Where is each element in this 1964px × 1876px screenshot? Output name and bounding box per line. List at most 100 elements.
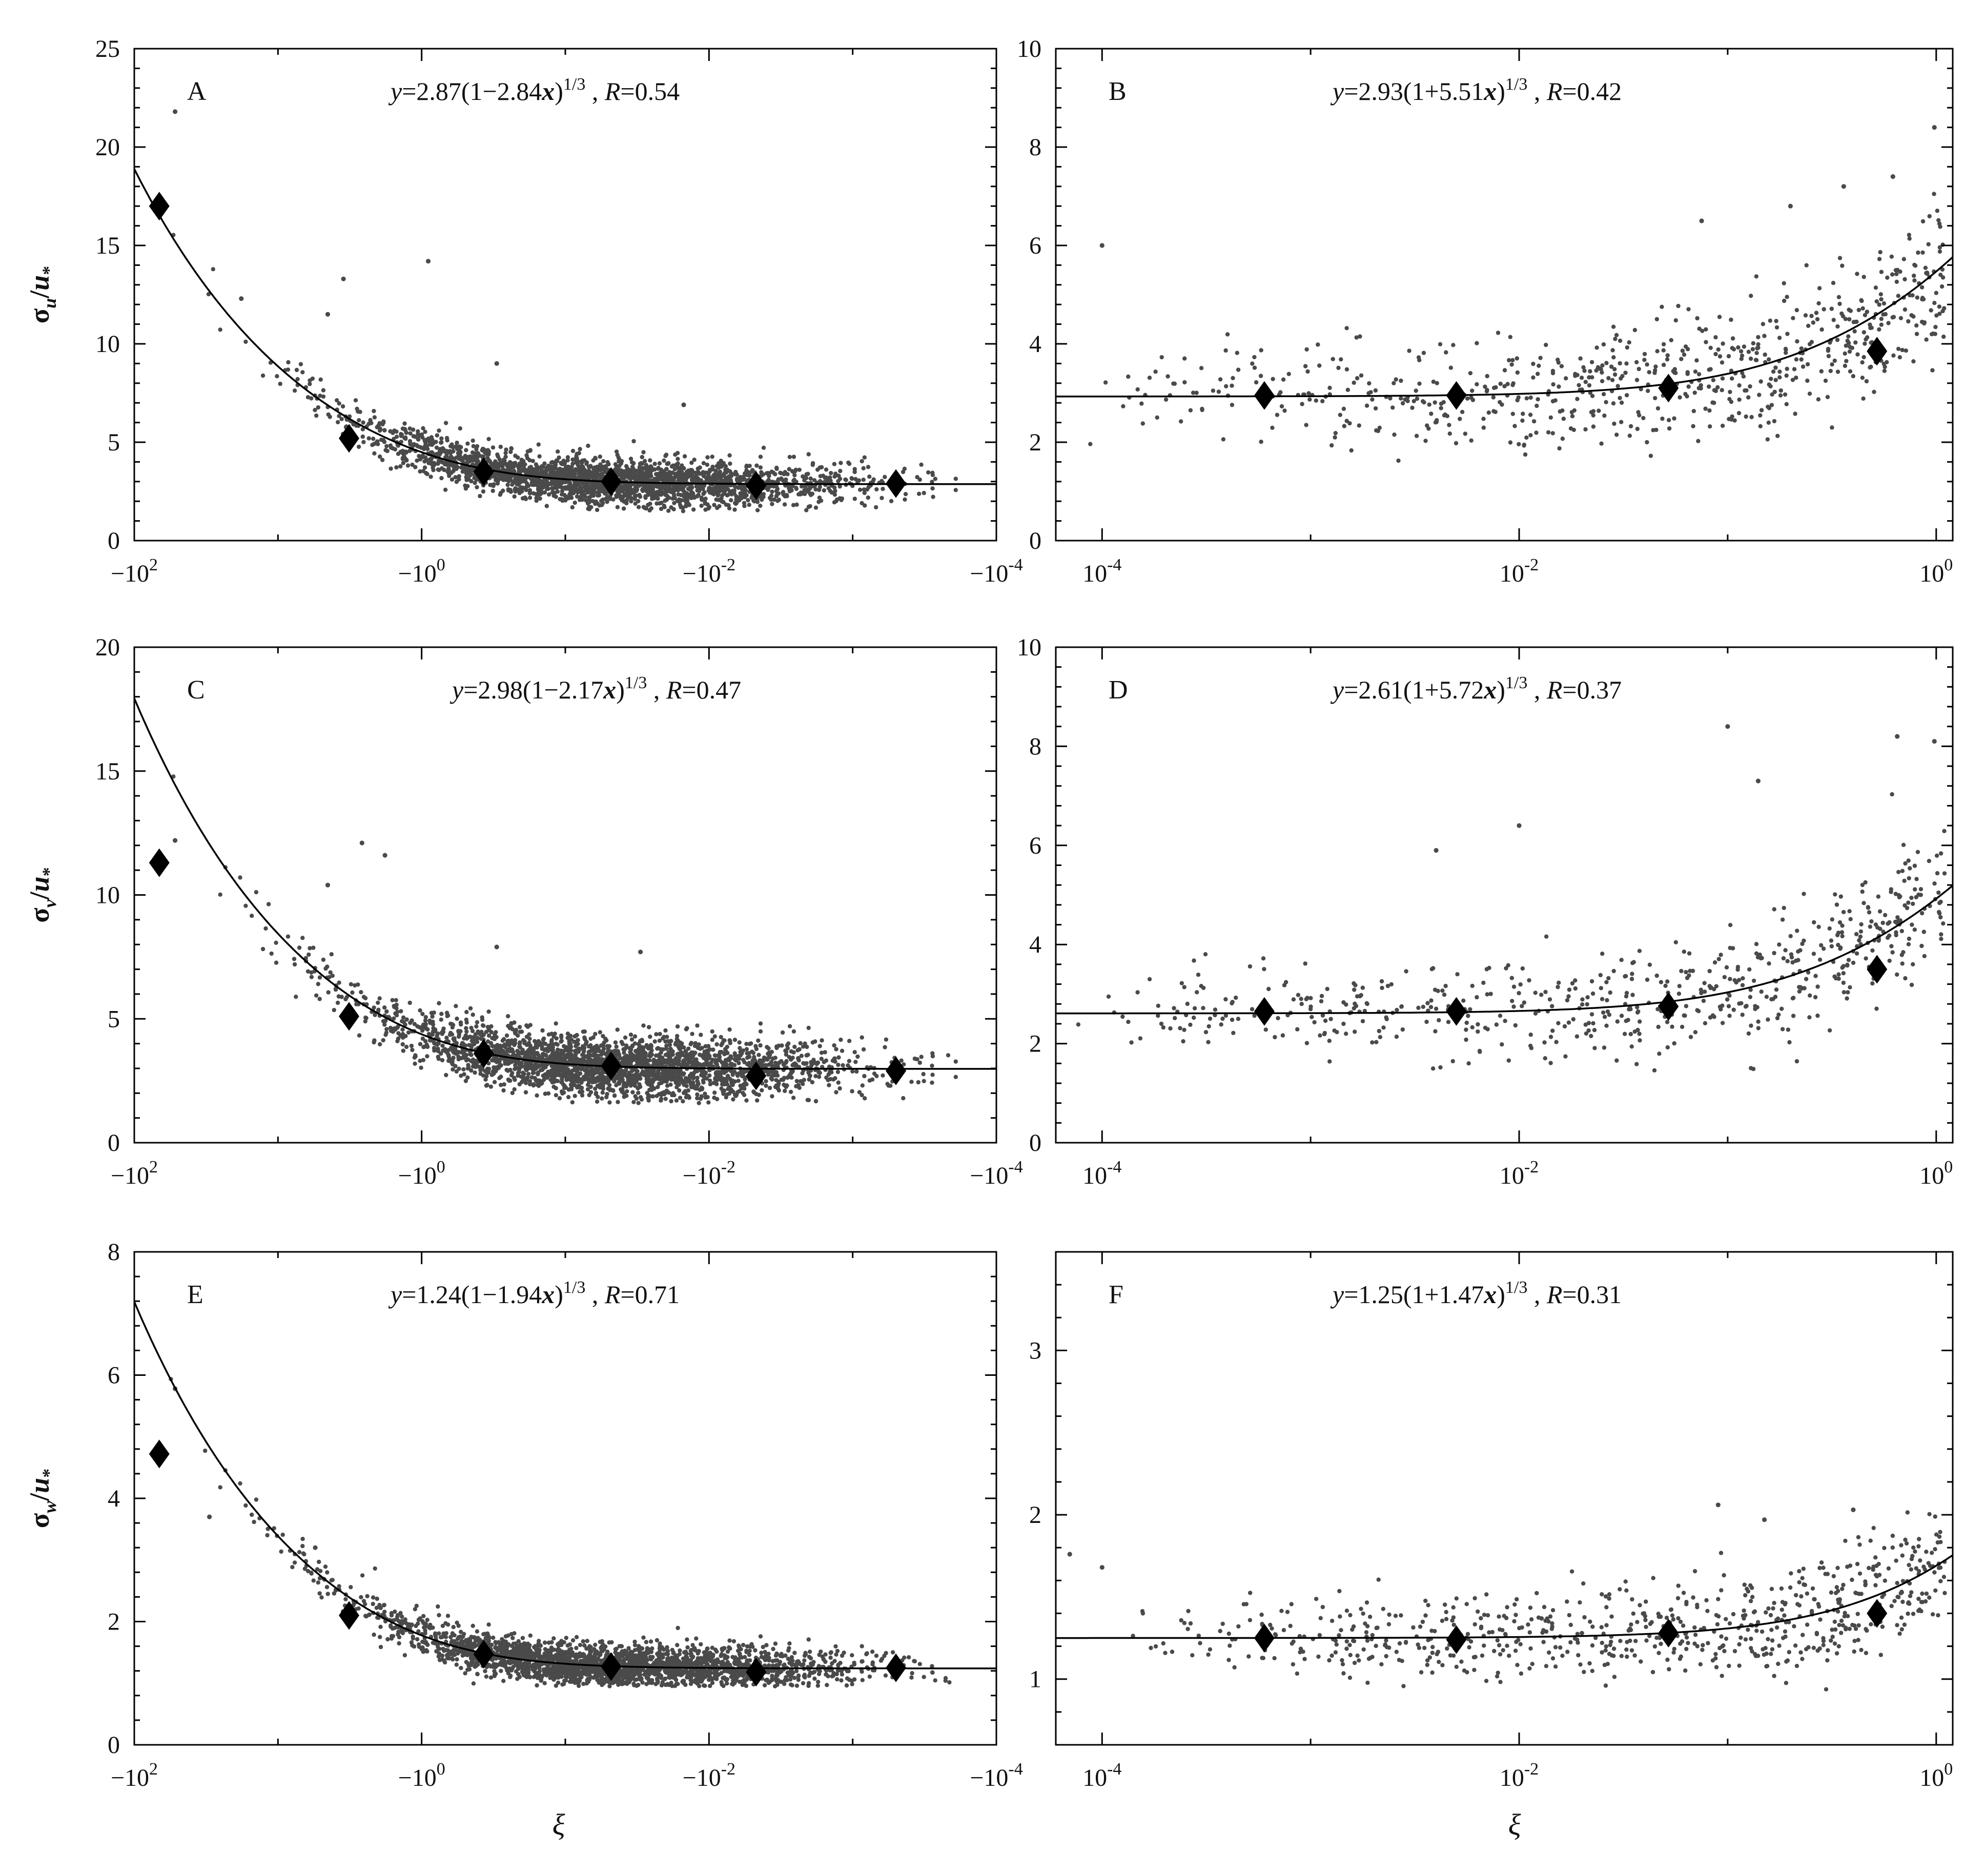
scatter-point — [646, 503, 650, 507]
scatter-point — [616, 469, 621, 474]
scatter-point — [1763, 352, 1767, 357]
scatter-point — [585, 476, 589, 481]
scatter-point — [629, 476, 633, 480]
scatter-point — [686, 1046, 691, 1051]
scatter-point — [1538, 356, 1543, 360]
scatter-point — [1877, 302, 1881, 307]
scatter-point — [691, 491, 695, 496]
scatter-point — [647, 508, 652, 513]
scatter-point — [607, 1100, 612, 1105]
scatter-point — [375, 425, 379, 429]
scatter-point — [1561, 417, 1566, 421]
scatter-point — [577, 451, 582, 456]
scatter-point — [1694, 358, 1699, 363]
scatter-point — [1801, 364, 1806, 369]
scatter-point — [707, 1047, 712, 1052]
scatter-point — [1846, 341, 1851, 345]
scatter-point — [1737, 397, 1742, 402]
scatter-point — [1570, 414, 1575, 419]
scatter-point — [769, 469, 774, 474]
scatter-point — [1758, 424, 1763, 428]
scatter-point — [457, 477, 461, 482]
scatter-point — [736, 485, 741, 490]
scatter-point — [1768, 318, 1772, 323]
scatter-point — [309, 975, 314, 979]
scatter-point — [1399, 378, 1403, 383]
scatter-point — [1826, 346, 1831, 352]
scatter-point — [817, 496, 822, 500]
scatter-point — [1427, 402, 1431, 407]
scatter-point — [706, 1044, 711, 1048]
scatter-point — [1767, 357, 1771, 362]
scatter-point — [1465, 396, 1470, 401]
scatter-point — [810, 462, 815, 467]
scatter-point — [723, 478, 727, 483]
scatter-point — [575, 456, 579, 461]
scatter-point — [561, 479, 565, 484]
scatter-point — [624, 501, 629, 506]
bin-mean-marker — [1867, 337, 1888, 366]
scatter-point — [440, 1043, 445, 1048]
scatter-point — [594, 472, 599, 477]
scatter-point — [676, 484, 681, 488]
scatter-point — [1627, 340, 1631, 345]
scatter-point — [1850, 345, 1854, 351]
scatter-point — [1597, 408, 1601, 413]
scatter-point — [1647, 370, 1651, 375]
scatter-point — [360, 427, 365, 431]
scatter-point — [1807, 391, 1812, 396]
scatter-point — [802, 478, 807, 483]
scatter-point — [1336, 365, 1341, 370]
scatter-point — [1793, 411, 1797, 416]
scatter-point — [543, 479, 548, 484]
scatter-point — [1844, 343, 1848, 348]
scatter-point — [1693, 369, 1698, 374]
scatter-point — [602, 488, 607, 493]
scatter-point — [931, 494, 935, 499]
scatter-point — [1777, 336, 1782, 340]
scatter-point — [527, 458, 532, 463]
scatter-point — [378, 1042, 382, 1047]
scatter-point — [1314, 398, 1318, 403]
scatter-point — [563, 485, 567, 490]
scatter-point — [1806, 323, 1811, 328]
scatter-point — [1799, 357, 1804, 362]
scatter-point — [595, 507, 600, 512]
scatter-point — [1550, 368, 1556, 374]
scatter-point — [507, 466, 512, 471]
scatter-point — [1695, 316, 1700, 321]
scatter-point — [1390, 405, 1395, 410]
scatter-point — [410, 1047, 415, 1053]
scatter-point — [669, 489, 674, 494]
outlier-point — [173, 109, 178, 114]
scatter-point — [770, 1094, 774, 1099]
scatter-point — [673, 463, 679, 467]
scatter-point — [758, 1021, 763, 1026]
scatter-point — [536, 483, 540, 487]
scatter-point — [1717, 315, 1722, 319]
scatter-point — [1635, 426, 1640, 431]
scatter-point — [1732, 418, 1737, 423]
scatter-point — [1569, 410, 1574, 415]
scatter-point — [473, 1070, 477, 1075]
fit-equation: y=2.87(1−2.84x)1/3 , R=0.54 — [388, 75, 680, 106]
scatter-point — [566, 1095, 571, 1100]
scatter-point — [1423, 439, 1428, 443]
scatter-point — [1153, 369, 1158, 374]
scatter-point — [429, 442, 435, 447]
scatter-point — [657, 461, 662, 466]
scatter-point — [615, 452, 620, 458]
scatter-point — [517, 1025, 522, 1029]
scatter-point — [712, 503, 717, 507]
scatter-point — [659, 1097, 664, 1101]
scatter-point — [1692, 390, 1697, 395]
scatter-point — [1665, 353, 1670, 358]
scatter-point — [1553, 398, 1558, 403]
scatter-point — [745, 1055, 750, 1060]
scatter-point — [317, 997, 322, 1001]
outlier-point — [1932, 125, 1937, 130]
scatter-point — [926, 470, 931, 475]
scatter-point — [883, 1045, 887, 1049]
scatter-point — [570, 1100, 575, 1105]
scatter-point — [372, 408, 376, 414]
